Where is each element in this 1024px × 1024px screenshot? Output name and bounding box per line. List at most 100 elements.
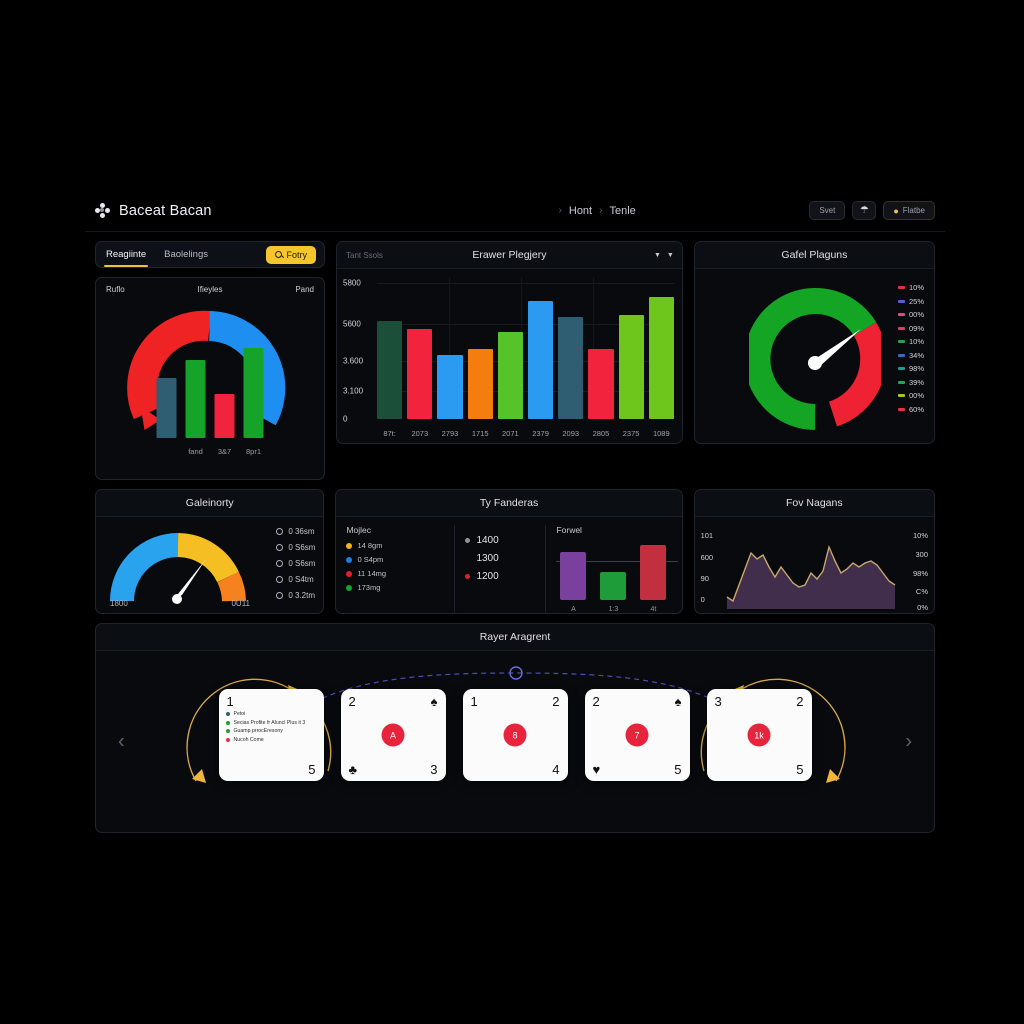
- bar-chart-header: Tant Ssols Erawer Plegjery ▼ ▼: [337, 242, 682, 269]
- area-y-right-4: 0%: [917, 603, 928, 612]
- list-item: 0 S6sm: [276, 543, 315, 552]
- panel-three-col: Ty Fanderas Mojlec 14 8gm 0 S4pm 11 14mg…: [335, 489, 683, 614]
- list-item: Secias Profite fr Aluncl Plus it 3: [225, 720, 317, 727]
- card-corner-bottom-right: 5: [796, 762, 804, 777]
- gauge-header: Gafel Plaguns: [694, 242, 934, 269]
- bell-icon[interactable]: ☂: [852, 201, 877, 220]
- mini-bar-0: [560, 552, 587, 600]
- bar-x-labels: 87t: 2073 2793 1715 2071 2379 2093 2805 …: [377, 429, 674, 438]
- half-gauge-list: 0 36sm 0 S6sm 0 S6sm 0 S4tm 0 3.2tm: [276, 527, 315, 600]
- save-button[interactable]: Svet: [809, 201, 846, 220]
- legend-item: 34%: [897, 351, 924, 360]
- gauge-title: Gafel Plaguns: [781, 249, 848, 261]
- gauge-legend: 10% 25% 00% 09% 10% 34% 98% 39% 00% 60%: [897, 283, 924, 414]
- bar-4: [497, 332, 523, 419]
- spade-icon: ♠: [674, 694, 682, 709]
- chevron-left-icon[interactable]: ‹: [118, 730, 125, 753]
- list-item: 1400: [465, 535, 535, 546]
- list-item: Nucoh Come: [225, 737, 317, 744]
- card-corner-top-right: 2: [796, 694, 804, 709]
- bar-1: [407, 329, 433, 419]
- legend-item: 00%: [897, 391, 924, 400]
- cards-title: Rayer Aragrent: [479, 631, 551, 643]
- ring-icon: [276, 528, 284, 535]
- chevron-right-icon: ›: [599, 205, 603, 216]
- gauge-svg: [748, 288, 881, 430]
- gauge-chart: 10% 25% 00% 09% 10% 34% 98% 39% 00% 60%: [695, 269, 934, 443]
- donut-mini-xlabels: fand 3&7 8pr1: [157, 447, 264, 456]
- list-item: 11 14mg: [346, 569, 444, 578]
- area-y-left-0: 101: [700, 531, 714, 540]
- list-item: 0 3.2tm: [276, 591, 315, 600]
- mini-bar-x-labels: A 1:3 4t: [571, 606, 657, 613]
- list-item: 0 36sm: [276, 527, 315, 536]
- panel-area-chart: Fov Nagans 101 600 90 0 10% 300 98% C% 0…: [693, 489, 935, 614]
- cards-header: Rayer Aragrent: [96, 624, 934, 651]
- x-tick-3: 1715: [471, 429, 489, 438]
- x-tick-1: 2073: [411, 429, 429, 438]
- card-item[interactable]: 2 ♠ ♣ 3 A: [340, 689, 446, 781]
- card-corner-top-left: 1: [226, 694, 234, 709]
- card-item[interactable]: 2 ♠ ♥ 5 7: [584, 689, 690, 781]
- topbar-actions: Svet ☂ ● Flatbe: [809, 201, 935, 220]
- x-tick-9: 1089: [652, 429, 670, 438]
- area-y-left-1: 600: [700, 553, 714, 562]
- chevron-down-icon[interactable]: ▼: [653, 251, 661, 259]
- card-corner-top-right: 2: [552, 694, 560, 709]
- bar-7: [588, 349, 614, 419]
- tab-baolelings[interactable]: Baolelings: [164, 249, 208, 260]
- card-corner-bottom-right: 5: [674, 762, 682, 777]
- area-chart-header: Fov Nagans: [694, 490, 934, 517]
- mini-xlabel-1: 3&7: [217, 447, 232, 456]
- bar-series: [377, 279, 674, 419]
- card-corner-top-left: 2: [348, 694, 356, 709]
- donut-chart: fand 3&7 8pr1: [96, 294, 324, 464]
- card-corner-bottom-right: 3: [430, 762, 438, 777]
- left-column: Reagiinte Baolelings Fotry Ruflo Ifieyle…: [95, 241, 325, 480]
- donut-label-center: Ifieyles: [197, 285, 223, 294]
- legend-item: 39%: [897, 378, 924, 387]
- brand[interactable]: Baceat Bacan: [95, 203, 385, 219]
- card-corner-top-left: 3: [714, 694, 722, 709]
- breadcrumb-item-1[interactable]: Tenle: [609, 204, 636, 217]
- bar-8: [618, 315, 644, 419]
- legend-column-title: Mojlec: [346, 525, 371, 535]
- spade-icon: ♠: [430, 694, 438, 709]
- cards-strip: 1 5 Petoi Secias Profite fr Aluncl Plus …: [96, 689, 934, 781]
- card-item[interactable]: 1 2 4 8: [462, 689, 568, 781]
- area-svg: [726, 544, 895, 609]
- card-item[interactable]: 3 2 5 1k: [706, 689, 812, 781]
- donut-label-row: Ruflo Ifieyles Pand: [96, 278, 324, 294]
- legend-item: 60%: [897, 405, 924, 414]
- donut-mini-bars: [156, 338, 264, 438]
- panel-cards: Rayer Aragrent ‹ ›: [95, 623, 935, 833]
- highlight-button[interactable]: ● Flatbe: [883, 201, 935, 220]
- breadcrumb-item-0[interactable]: Hont: [568, 204, 593, 217]
- breadcrumb: › Hont › Tenle: [385, 205, 809, 217]
- panel-bar-chart: Tant Ssols Erawer Plegjery ▼ ▼ 5800 5600…: [336, 241, 683, 444]
- search-button[interactable]: Fotry: [266, 245, 316, 264]
- club-icon: ♣: [348, 762, 358, 777]
- cards-body: ‹ › 1 5: [96, 651, 934, 832]
- x-tick-5: 2379: [532, 429, 549, 438]
- mini-xlabel-2: 8pr1: [245, 447, 261, 456]
- bar-3: [467, 349, 493, 419]
- y-tick-4: 0: [343, 414, 348, 424]
- chevron-right-icon[interactable]: ›: [905, 730, 912, 753]
- chevron-down-icon[interactable]: ▼: [666, 251, 674, 259]
- tab-reagiinte[interactable]: Reagiinte: [104, 245, 149, 267]
- list-item: 1200: [465, 571, 535, 582]
- mini-bar-column: Forwel A 1:3 4t: [546, 525, 681, 613]
- card-item[interactable]: 1 5 Petoi Secias Profite fr Aluncl Plus …: [218, 689, 324, 781]
- heart-icon: ♥: [592, 762, 601, 777]
- legend-item: 25%: [897, 297, 924, 306]
- legend-item: 00%: [897, 310, 924, 319]
- status-badge: A: [381, 723, 405, 747]
- mini-bar-series: [560, 534, 675, 600]
- bar-chart-carets[interactable]: ▼ ▼: [654, 252, 674, 259]
- list-item: 1300: [476, 553, 499, 564]
- ring-icon: [276, 576, 284, 583]
- y-tick-1: 5600: [343, 319, 361, 329]
- status-badge: 7: [625, 723, 649, 747]
- bar-chart-body: 5800 5600 3.600 3.100 0: [337, 269, 682, 443]
